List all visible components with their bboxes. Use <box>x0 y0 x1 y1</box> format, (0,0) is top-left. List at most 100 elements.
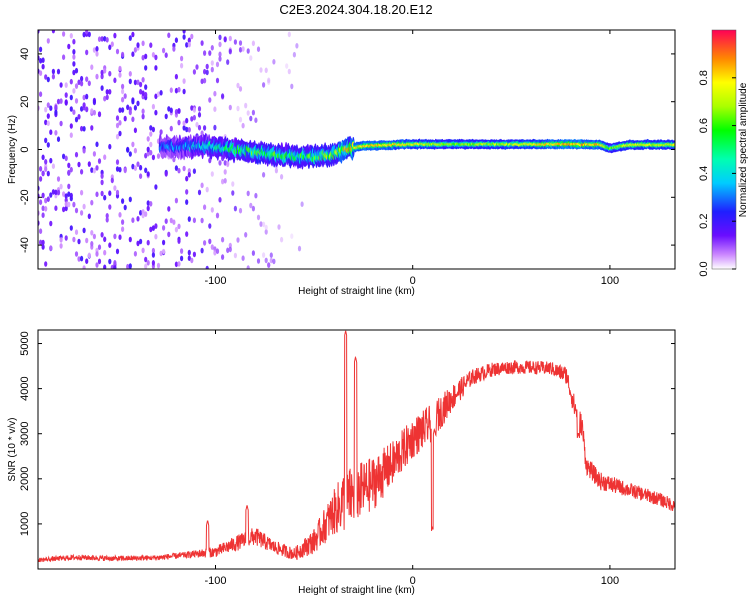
noise-cell <box>64 155 68 162</box>
y-tick-label: 3000 <box>19 421 31 445</box>
noise-cell <box>154 233 158 240</box>
noise-cell <box>131 163 135 170</box>
noise-cell <box>133 47 137 53</box>
x-tick-label: 0 <box>410 275 416 287</box>
noise-cell <box>131 31 135 38</box>
noise-cell <box>246 190 250 197</box>
noise-cell <box>192 168 196 174</box>
noise-cell <box>67 191 71 197</box>
snr-line <box>38 330 675 563</box>
noise-cell <box>69 132 73 138</box>
noise-cell <box>256 214 261 221</box>
noise-cell <box>72 54 76 60</box>
noise-cell <box>228 104 232 111</box>
noise-cell <box>87 213 91 220</box>
noise-cell <box>56 189 61 196</box>
noise-cell <box>177 223 181 230</box>
noise-cell <box>144 65 148 71</box>
noise-cell <box>54 109 58 116</box>
noise-cell <box>41 154 45 161</box>
noise-cell <box>64 82 68 88</box>
noise-cell <box>118 130 122 137</box>
noise-cell <box>228 48 232 55</box>
noise-cell <box>41 192 45 199</box>
noise-cell <box>172 156 176 163</box>
noise-cell <box>264 224 268 231</box>
noise-cell <box>69 192 73 199</box>
noise-cell <box>177 238 181 244</box>
noise-cell <box>56 68 61 75</box>
noise-cell <box>238 207 243 214</box>
noise-cell <box>236 237 240 243</box>
noise-cell <box>192 217 196 224</box>
noise-cell <box>62 153 66 160</box>
noise-cell <box>269 257 273 264</box>
noise-cell <box>151 52 155 58</box>
noise-cell <box>141 54 145 61</box>
noise-cell <box>85 76 89 82</box>
noise-cell <box>172 46 176 52</box>
noise-cell <box>162 225 166 231</box>
noise-cell <box>197 112 202 118</box>
noise-cell <box>123 204 127 211</box>
noise-cell <box>74 98 79 104</box>
noise-cell <box>241 122 245 129</box>
colorbar-tick-label: 0.2 <box>698 214 710 229</box>
spectrogram-ticks: -100 0 100 -40 -20 0 20 40 <box>19 30 675 287</box>
noise-cell <box>221 93 225 99</box>
noise-cell <box>39 70 43 76</box>
noise-cell <box>82 126 86 132</box>
x-tick-label: 0 <box>410 575 416 587</box>
noise-cell <box>115 248 120 255</box>
noise-cell <box>59 243 63 249</box>
noise-cell <box>249 115 253 122</box>
noise-cell <box>95 46 99 52</box>
noise-cell <box>110 264 114 269</box>
noise-cell <box>72 61 76 67</box>
noise-cell <box>87 252 91 259</box>
noise-cell <box>41 63 45 70</box>
noise-cell <box>236 105 240 112</box>
noise-cell <box>77 79 81 86</box>
noise-cell <box>174 197 178 204</box>
noise-cell <box>80 125 84 132</box>
noise-cell <box>136 161 140 167</box>
y-tick-label: 0 <box>19 146 31 152</box>
noise-cell <box>177 167 181 174</box>
noise-cell <box>59 120 63 127</box>
spectrogram-xlabel: Height of straight line (km) <box>298 286 415 297</box>
noise-cell <box>254 117 258 123</box>
noise-cell <box>182 30 186 34</box>
noise-cell <box>121 107 125 113</box>
noise-cell <box>85 49 89 56</box>
noise-cell <box>46 120 50 127</box>
noise-cell <box>118 72 122 78</box>
noise-cell <box>249 55 253 61</box>
noise-cell <box>108 44 112 51</box>
noise-cell <box>246 48 250 54</box>
noise-cell <box>41 212 45 218</box>
noise-cell <box>238 116 243 123</box>
noise-cell <box>174 73 178 80</box>
noise-cell <box>44 166 48 172</box>
noise-cell <box>205 265 209 269</box>
noise-cell <box>277 224 281 230</box>
noise-cell <box>218 197 222 203</box>
noise-cell <box>208 157 212 164</box>
noise-cell <box>187 255 191 261</box>
noise-cell <box>262 252 266 258</box>
noise-cell <box>200 78 204 85</box>
noise-cell <box>200 247 204 254</box>
y-tick-label: 20 <box>19 96 31 108</box>
noise-cell <box>226 59 230 65</box>
noise-cell <box>67 183 71 190</box>
noise-cell <box>128 35 132 41</box>
noise-cell <box>95 51 99 57</box>
noise-cell <box>105 213 109 219</box>
noise-cell <box>64 193 68 199</box>
noise-cell <box>44 261 48 267</box>
noise-cell <box>39 239 43 246</box>
noise-cell <box>180 62 184 69</box>
noise-cell <box>39 58 43 64</box>
noise-cell <box>187 41 191 48</box>
